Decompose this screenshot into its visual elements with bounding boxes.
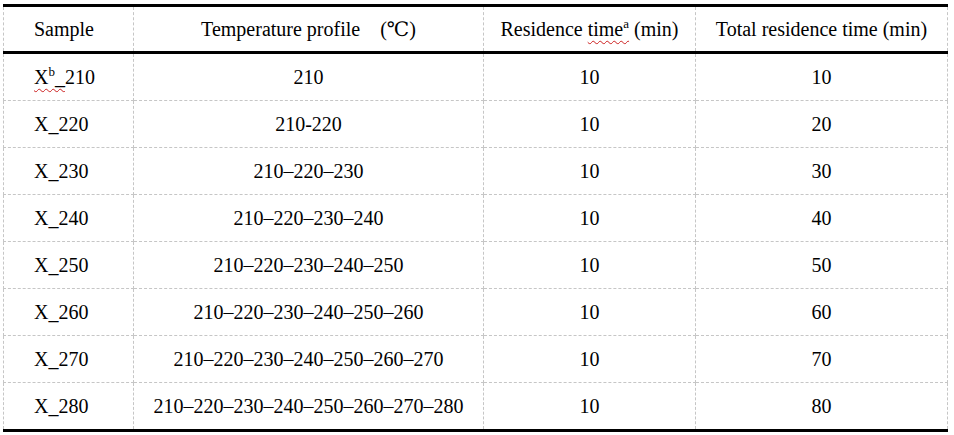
table-row: X_230 210–220–230 10 30 (4, 148, 948, 195)
cell-temperature-profile: 210–220–230–240–250 (134, 242, 484, 289)
cell-sample: X_260 (4, 289, 134, 336)
sample-number: 210 (65, 66, 95, 88)
cell-residence-time: 10 (484, 195, 696, 242)
header-row: Sample Temperature profile (℃) Residence… (4, 6, 948, 53)
cell-sample: X_280 (4, 383, 134, 431)
cell-residence-time: 10 (484, 148, 696, 195)
spellcheck-underline-residence: timea (588, 18, 629, 40)
table-row: X_280 210–220–230–240–250–260–270–280 10… (4, 383, 948, 431)
cell-total-residence-time: 80 (696, 383, 948, 431)
column-header-residence-time: Residence timea (min) (484, 6, 696, 53)
cell-sample: X_240 (4, 195, 134, 242)
residence-header-word: time (588, 18, 624, 40)
cell-total-residence-time: 70 (696, 336, 948, 383)
cell-temperature-profile: 210–220–230–240–250–260–270 (134, 336, 484, 383)
column-header-total-label: Total residence time (min) (716, 18, 927, 40)
cell-sample: X_230 (4, 148, 134, 195)
cell-total-residence-time: 60 (696, 289, 948, 336)
cell-sample: X_250 (4, 242, 134, 289)
document-page: Sample Temperature profile (℃) Residence… (0, 0, 954, 435)
table-row: X_220 210-220 10 20 (4, 101, 948, 148)
table-row: X_240 210–220–230–240 10 40 (4, 195, 948, 242)
residence-header-unit: (min) (629, 18, 678, 40)
table-row: Xb_210 210 10 10 (4, 53, 948, 101)
cell-temperature-profile: 210–220–230–240–250–260 (134, 289, 484, 336)
table-row: X_270 210–220–230–240–250–260–270 10 70 (4, 336, 948, 383)
residence-header-prefix: Residence (501, 18, 588, 40)
column-header-total-residence-time: Total residence time (min) (696, 6, 948, 53)
cell-residence-time: 10 (484, 242, 696, 289)
cell-temperature-profile: 210–220–230–240–250–260–270–280 (134, 383, 484, 431)
cell-sample: X_270 (4, 336, 134, 383)
cell-temperature-profile: 210 (134, 53, 484, 101)
cell-residence-time: 10 (484, 101, 696, 148)
sample-underscore: _ (55, 66, 65, 88)
spellcheck-underline-sample: Xb_ (34, 66, 65, 88)
cell-total-residence-time: 10 (696, 53, 948, 101)
cell-residence-time: 10 (484, 289, 696, 336)
cell-sample: Xb_210 (4, 53, 134, 101)
cell-residence-time: 10 (484, 383, 696, 431)
cell-temperature-profile: 210-220 (134, 101, 484, 148)
cell-temperature-profile: 210–220–230 (134, 148, 484, 195)
sample-base: X (34, 66, 48, 88)
cell-temperature-profile: 210–220–230–240 (134, 195, 484, 242)
cell-sample: X_220 (4, 101, 134, 148)
cell-residence-time: 10 (484, 53, 696, 101)
column-header-sample: Sample (4, 6, 134, 53)
column-header-temperature-profile-label: Temperature profile (℃) (201, 18, 416, 40)
cell-residence-time: 10 (484, 336, 696, 383)
table-row: X_250 210–220–230–240–250 10 50 (4, 242, 948, 289)
cell-total-residence-time: 30 (696, 148, 948, 195)
cell-total-residence-time: 50 (696, 242, 948, 289)
table-row: X_260 210–220–230–240–250–260 10 60 (4, 289, 948, 336)
column-header-temperature-profile: Temperature profile (℃) (134, 6, 484, 53)
cell-total-residence-time: 40 (696, 195, 948, 242)
samples-table: Sample Temperature profile (℃) Residence… (3, 4, 948, 432)
column-header-sample-label: Sample (34, 18, 94, 40)
cell-total-residence-time: 20 (696, 101, 948, 148)
